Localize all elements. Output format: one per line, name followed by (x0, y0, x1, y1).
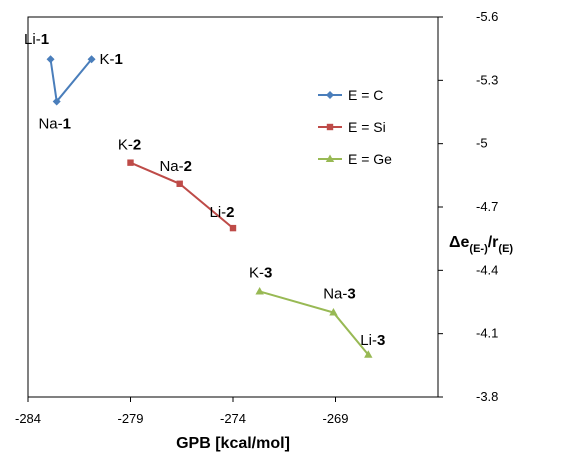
x-tick-label: -274 (220, 411, 246, 426)
series-line (51, 59, 92, 101)
legend: E = C E = Si E = Ge (318, 87, 392, 167)
point-label: Li-3 (360, 332, 385, 349)
x-tick-label: -279 (117, 411, 143, 426)
point-label-prefix: Li- (209, 204, 226, 221)
point-label-prefix: K- (100, 51, 115, 68)
point-label: K-1 (100, 51, 123, 68)
point-label-index: 1 (63, 115, 71, 132)
point-label-prefix: K- (249, 264, 264, 281)
data-point (230, 225, 236, 231)
data-point (255, 287, 263, 295)
series-1: Li-1Na-1K-1 (24, 31, 123, 132)
legend-item: E = C (318, 87, 383, 103)
point-label: Na-3 (323, 286, 356, 303)
point-label-index: 1 (115, 51, 123, 68)
data-point (177, 181, 183, 187)
y-axis-title-part: Δe (449, 234, 470, 251)
point-label-index: 3 (347, 286, 355, 303)
point-label-index: 1 (41, 31, 49, 48)
x-tick-label: -269 (322, 411, 348, 426)
point-label-index: 2 (184, 158, 192, 175)
point-label-prefix: Na- (38, 115, 62, 132)
point-label: Na-2 (159, 158, 192, 175)
y-tick-label: -3.8 (476, 389, 498, 404)
series-3: K-3Na-3Li-3 (249, 264, 385, 357)
point-label: K-3 (249, 264, 272, 281)
data-point (127, 159, 133, 165)
point-label: Na-1 (38, 115, 71, 132)
y-axis-title: Δe(E-)/r(E) (449, 234, 513, 255)
legend-item: E = Si (318, 119, 386, 135)
legend-label: E = C (348, 87, 383, 103)
point-label-index: 3 (377, 332, 385, 349)
point-label-prefix: Li- (360, 332, 377, 349)
y-tick-label: -4.1 (476, 326, 498, 341)
y-tick-label: -5.6 (476, 9, 498, 24)
point-label: Li-2 (209, 204, 234, 221)
data-point (326, 91, 334, 99)
data-point (47, 55, 55, 63)
point-label-index: 2 (226, 204, 234, 221)
legend-label: E = Ge (348, 151, 392, 167)
legend-item: E = Ge (318, 151, 392, 167)
x-tick-label: -284 (15, 411, 41, 426)
y-tick-label: -5.3 (476, 72, 498, 87)
point-label: Li-1 (24, 31, 49, 48)
point-label-index: 3 (264, 264, 272, 281)
x-axis-title: GPB [kcal/mol] (176, 435, 290, 452)
y-tick-label: -5 (476, 136, 488, 151)
point-label-prefix: K- (118, 137, 133, 154)
series-layer: Li-1Na-1K-1K-2Na-2Li-2K-3Na-3Li-3 (24, 31, 385, 358)
legend-label: E = Si (348, 119, 386, 135)
point-label: K-2 (118, 137, 141, 154)
y-axis-title-part: (E-) (469, 243, 488, 255)
y-tick-label: -4.4 (476, 262, 498, 277)
y-axis-title-part: (E) (498, 243, 513, 255)
point-label-prefix: Na- (323, 286, 347, 303)
point-label-prefix: Na- (159, 158, 183, 175)
y-tick-label: -4.7 (476, 199, 498, 214)
y-axis-ticks: -5.6 -5.3 -5 -4.7 -4.4 -4.1 -3.8 (438, 9, 498, 404)
y-axis-title-part: /r (488, 234, 499, 251)
point-label-index: 2 (133, 137, 141, 154)
x-axis-ticks: -284 -279 -274 -269 (15, 397, 349, 426)
series-2: K-2Na-2Li-2 (118, 137, 236, 232)
data-point (327, 124, 333, 130)
point-label-prefix: Li- (24, 31, 41, 48)
